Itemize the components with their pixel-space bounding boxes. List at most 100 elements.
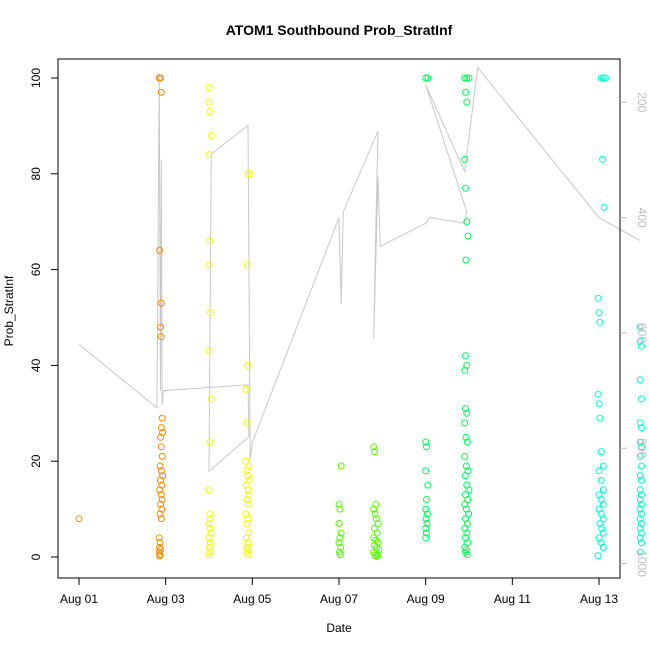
data-point <box>422 74 430 82</box>
data-point <box>594 552 602 560</box>
data-point <box>599 74 607 82</box>
data-point <box>638 510 645 518</box>
data-point <box>206 108 214 115</box>
data-point <box>205 543 213 551</box>
data-point <box>423 520 431 527</box>
data-point <box>423 443 430 451</box>
data-point <box>594 294 602 302</box>
data-point <box>424 481 432 489</box>
data-point <box>463 74 471 82</box>
data-point <box>156 486 164 494</box>
data-point <box>370 443 378 451</box>
data-point <box>371 510 379 518</box>
data-point <box>244 515 252 523</box>
data-point <box>156 246 164 254</box>
data-point <box>636 472 644 480</box>
data-point <box>243 467 251 475</box>
data-point <box>243 496 251 503</box>
data-point <box>335 539 343 547</box>
data-point <box>158 496 166 503</box>
altitude-line <box>78 66 641 473</box>
data-point <box>638 443 645 451</box>
data-point <box>157 424 165 432</box>
data-point <box>157 88 165 96</box>
y-tick-label: 60 <box>29 263 43 277</box>
y2-tick-label: 600 <box>635 323 649 343</box>
data-point <box>245 462 253 470</box>
data-point <box>599 155 606 163</box>
data-point <box>636 438 644 446</box>
data-point <box>595 467 603 475</box>
data-point <box>636 323 644 331</box>
data-point <box>463 409 471 417</box>
data-point <box>594 390 602 398</box>
data-point <box>158 414 166 422</box>
data-point <box>595 309 603 317</box>
data-point <box>636 452 644 460</box>
data-point <box>599 500 607 508</box>
data-point <box>599 462 607 470</box>
data-point <box>157 443 165 451</box>
x-tick-label: Aug 03 <box>147 592 185 606</box>
data-point <box>597 74 605 82</box>
data-point <box>599 486 607 494</box>
data-point <box>599 543 607 551</box>
data-point <box>638 395 645 403</box>
data-point <box>638 462 645 470</box>
data-point <box>206 539 214 547</box>
data-point <box>244 486 252 494</box>
data-point <box>638 491 645 499</box>
data-point <box>336 534 344 542</box>
y-tick-label: 80 <box>29 167 43 181</box>
data-point <box>335 500 343 508</box>
data-point <box>242 457 250 465</box>
data-point <box>157 500 164 508</box>
data-point <box>206 237 214 245</box>
data-point <box>422 534 430 542</box>
data-point <box>336 505 344 513</box>
data-point <box>461 472 469 480</box>
data-point <box>422 438 430 446</box>
data-point <box>205 347 213 355</box>
data-point <box>461 366 469 374</box>
data-point <box>245 491 253 499</box>
data-point <box>462 352 469 360</box>
data-point <box>462 184 469 192</box>
y2-tick-label: 200 <box>635 92 649 112</box>
data-point <box>423 496 430 503</box>
data-point <box>422 505 430 513</box>
data-point <box>205 261 213 269</box>
data-point <box>205 534 213 542</box>
data-point <box>207 132 215 139</box>
data-point <box>423 510 431 518</box>
data-point <box>207 395 215 403</box>
x-tick-label: Aug 01 <box>60 592 98 606</box>
data-point <box>206 510 214 518</box>
data-point <box>205 520 213 527</box>
data-point <box>156 539 164 547</box>
data-point <box>244 361 252 369</box>
data-point <box>462 256 470 264</box>
data-point <box>464 232 472 240</box>
data-point <box>157 299 165 307</box>
data-point <box>465 486 473 494</box>
data-point <box>205 98 213 106</box>
data-point <box>638 520 645 527</box>
data-point <box>595 400 603 408</box>
data-point <box>596 414 604 422</box>
data-point <box>462 515 469 523</box>
y-tick-label: 0 <box>29 553 43 560</box>
data-point <box>422 467 430 475</box>
y2-tick-label: 800 <box>635 438 649 458</box>
data-point <box>205 551 213 559</box>
data-point <box>465 74 473 82</box>
data-point <box>462 462 470 470</box>
data-point <box>638 424 645 432</box>
data-point <box>244 539 252 547</box>
data-point <box>463 529 471 537</box>
data-point <box>373 529 381 537</box>
data-point <box>600 203 608 211</box>
y2-tick-label: 1000 <box>635 550 649 577</box>
data-point <box>636 419 644 427</box>
